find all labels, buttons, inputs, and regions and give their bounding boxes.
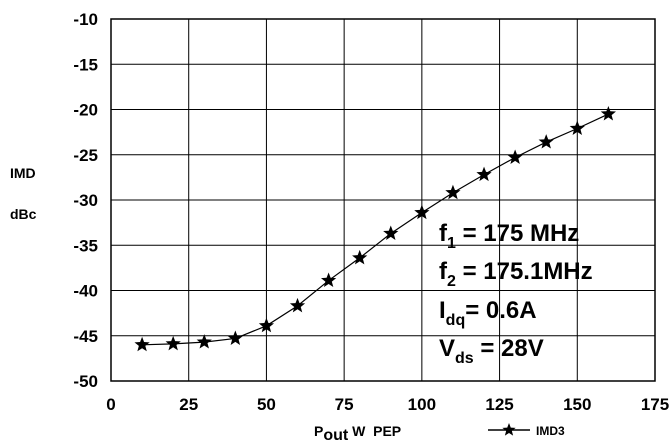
- legend: IMD3: [488, 423, 565, 438]
- data-point-star: [227, 330, 243, 345]
- series-imd3: [134, 106, 616, 352]
- y-tick-label: -15: [73, 55, 98, 74]
- y-tick-label: -50: [73, 372, 98, 391]
- data-point-star: [289, 297, 306, 313]
- y-tick-label: -30: [73, 191, 98, 210]
- x-tick-label: 0: [106, 395, 115, 414]
- grid-lines: [111, 19, 655, 381]
- y-tick-label: -20: [73, 101, 98, 120]
- data-point-star: [569, 120, 585, 135]
- data-point-star: [134, 336, 150, 352]
- y-tick-labels: -10 -15 -20 -25 -30 -35 -40 -45 -50: [73, 10, 98, 391]
- data-point-star: [196, 334, 212, 349]
- x-tick-label: 125: [485, 395, 513, 414]
- data-point-star: [383, 225, 399, 240]
- condition-line: Vds = 28V: [439, 335, 544, 367]
- data-point-star: [258, 317, 275, 333]
- condition-line: f2 = 175.1MHz: [439, 258, 593, 290]
- plot-frame: [110, 18, 656, 382]
- x-tick-labels: 0 25 50 75 100 125 150 175: [106, 395, 669, 414]
- series-line-imd3: [142, 113, 609, 346]
- y-axis-label-line2: dBc: [10, 206, 37, 222]
- data-point-star: [352, 249, 368, 265]
- y-tick-label: -35: [73, 236, 98, 255]
- legend-label: IMD3: [536, 424, 565, 438]
- data-point-star: [600, 106, 616, 121]
- data-point-star: [320, 272, 337, 288]
- data-point-star: [445, 184, 461, 200]
- x-tick-label: 100: [408, 395, 436, 414]
- y-tick-label: -10: [73, 10, 98, 29]
- data-point-star: [538, 134, 554, 149]
- y-tick-label: -40: [73, 282, 98, 301]
- legend-star-marker: [502, 423, 516, 436]
- series-markers: [134, 106, 616, 352]
- x-axis-label: Pout W PEP: [314, 423, 401, 441]
- condition-line: f1 = 175 MHz: [439, 220, 579, 252]
- y-tick-label: -45: [73, 327, 98, 346]
- data-point-star: [476, 166, 492, 182]
- x-tick-label: 150: [563, 395, 591, 414]
- conditions-annotation: f1 = 175 MHz f2 = 175.1MHz Idq= 0.6A Vds = …: [439, 220, 593, 367]
- x-tick-label: 50: [257, 395, 276, 414]
- data-point-star: [414, 204, 430, 220]
- x-tick-label: 25: [179, 395, 198, 414]
- x-tick-label: 175: [641, 395, 669, 414]
- y-tick-label: -25: [73, 146, 98, 165]
- data-point-star: [507, 149, 523, 164]
- condition-line: Idq= 0.6A: [439, 297, 537, 329]
- y-axis-label-line1: IMD: [10, 165, 36, 181]
- data-point-star: [165, 335, 181, 351]
- x-tick-label: 75: [335, 395, 354, 414]
